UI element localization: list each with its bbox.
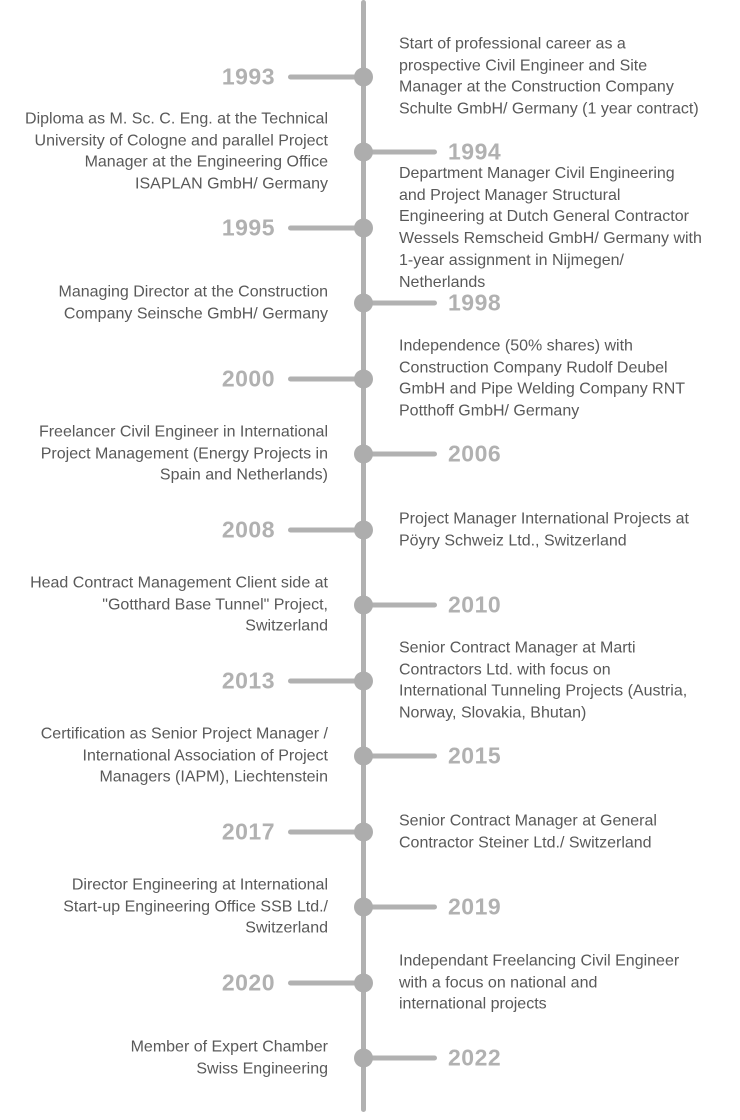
connector-line — [362, 1055, 437, 1061]
connector-line — [362, 904, 437, 910]
year-label: 2010 — [448, 591, 502, 618]
timeline-node-icon — [354, 444, 373, 464]
timeline-node-icon — [354, 369, 373, 389]
timeline-node-icon — [354, 293, 373, 313]
entry-description: Member of Expert Chamber Swiss Engineeri… — [130, 1038, 328, 1077]
connector-line — [288, 678, 366, 684]
connector-line — [288, 225, 366, 231]
year-label: 1993 — [221, 63, 275, 90]
entry-description: Managing Director at the Construction Co… — [58, 283, 328, 322]
year-label: 2015 — [448, 742, 502, 769]
entry-description: Senior Contract Manager at General Contr… — [399, 812, 657, 851]
year-label: 2020 — [221, 969, 275, 996]
connector-line — [362, 300, 437, 306]
timeline-axis-line — [361, 0, 366, 1112]
connector-line — [288, 980, 366, 986]
timeline-node-icon — [354, 67, 373, 87]
year-label: 2017 — [221, 818, 275, 845]
connector-line — [362, 451, 437, 457]
connector-line — [288, 74, 366, 80]
timeline-node-icon — [354, 520, 373, 540]
entry-description: Director Engineering at International St… — [63, 876, 328, 937]
entry-description: Department Manager Civil Engineering and… — [399, 164, 702, 291]
entry-description: Independant Freelancing Civil Engineer w… — [399, 952, 680, 1013]
connector-line — [362, 602, 437, 608]
connector-line — [288, 829, 366, 835]
year-label: 2006 — [448, 440, 502, 467]
connector-line — [362, 149, 437, 155]
timeline-node-icon — [354, 1048, 373, 1068]
timeline-node-icon — [354, 973, 373, 993]
year-label: 1995 — [221, 214, 275, 241]
year-label: 2008 — [221, 516, 275, 543]
timeline-node-icon — [354, 671, 373, 691]
year-label: 2013 — [221, 667, 275, 694]
year-label: 1998 — [448, 289, 502, 316]
entry-description: Diploma as M. Sc. C. Eng. at the Technic… — [25, 110, 328, 193]
timeline-node-icon — [354, 142, 373, 162]
year-label: 2019 — [448, 893, 502, 920]
entry-description: Project Manager International Projects a… — [399, 510, 689, 549]
entry-description: Certification as Senior Project Manager … — [40, 725, 328, 786]
year-label: 2022 — [448, 1044, 502, 1071]
entry-description: Senior Contract Manager at Marti Contrac… — [399, 639, 688, 722]
connector-line — [288, 376, 366, 382]
timeline-node-icon — [354, 218, 373, 238]
year-label: 1994 — [448, 138, 502, 165]
entry-description: Freelancer Civil Engineer in Internation… — [38, 423, 328, 484]
timeline-node-icon — [354, 595, 373, 615]
entry-description: Start of professional career as a prospe… — [399, 35, 699, 118]
timeline-node-icon — [354, 746, 373, 766]
connector-line — [288, 527, 366, 533]
timeline-node-icon — [354, 822, 373, 842]
year-label: 2000 — [221, 365, 275, 392]
timeline-node-icon — [354, 897, 373, 917]
connector-line — [362, 753, 437, 759]
entry-description: Independence (50% shares) with Construct… — [399, 337, 686, 420]
entry-description: Head Contract Management Client side at … — [30, 574, 328, 635]
